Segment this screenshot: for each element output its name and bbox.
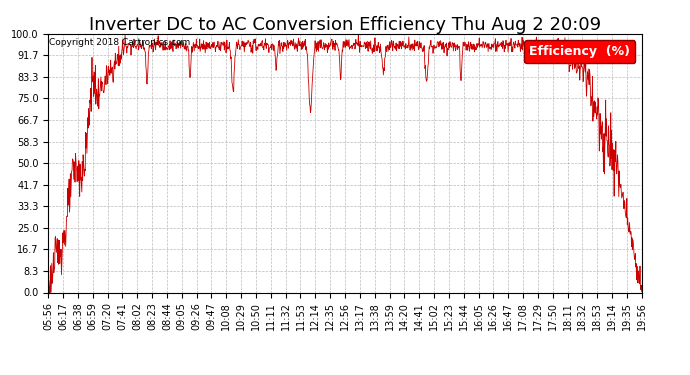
Title: Inverter DC to AC Conversion Efficiency Thu Aug 2 20:09: Inverter DC to AC Conversion Efficiency …	[89, 16, 601, 34]
Text: Copyright 2018 Cartronics.com: Copyright 2018 Cartronics.com	[50, 38, 190, 46]
Legend: Efficiency  (%): Efficiency (%)	[524, 40, 635, 63]
